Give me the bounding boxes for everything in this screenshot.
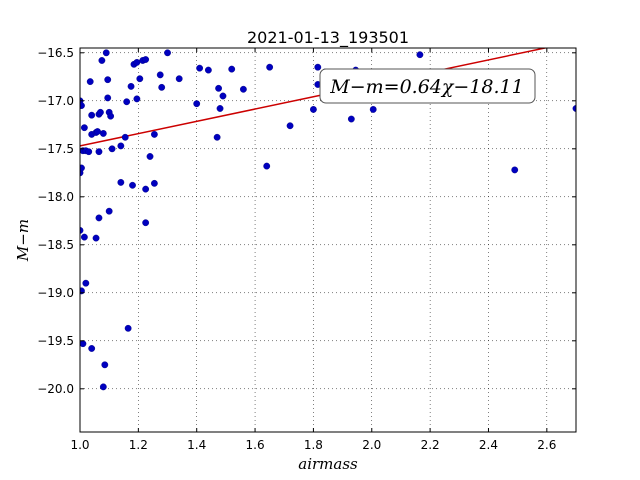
y-tick-label: −18.5 [37,238,74,252]
x-tick-label: 1.2 [129,438,148,452]
data-point [215,84,222,92]
data-point [127,83,135,90]
data-point [88,111,96,119]
data-point [239,85,247,93]
annotation-rhs: 0.64χ−18.11 [400,76,524,98]
data-point [216,105,224,112]
data-point [142,56,150,63]
x-tick-label: 1.0 [70,438,89,452]
data-point [117,142,125,150]
data-point [286,122,294,130]
y-tick-label: −18.0 [37,190,74,204]
data-point [146,153,154,160]
data-point [142,219,150,227]
data-point [204,66,212,74]
data-point [104,94,112,102]
data-point [104,76,112,84]
data-point [310,106,317,113]
data-point [95,214,103,222]
annotation-text: M−m=0.64χ−18.11 [329,76,523,98]
data-point [228,65,236,73]
data-point [219,92,227,100]
data-points [80,49,576,391]
data-point [85,148,93,156]
grid-lines [79,48,576,432]
data-point [142,185,150,193]
y-tick-label: −16.5 [37,46,74,60]
data-point [108,145,116,153]
y-tick-label: −20.0 [37,382,74,396]
data-point [80,102,85,109]
data-point [80,124,88,132]
x-tick-label: 2.2 [421,438,440,452]
x-tick-label: 2.4 [479,438,498,452]
axis-ticks [79,48,576,432]
data-point [136,75,144,83]
data-point [213,133,221,141]
y-tick-label: −17.0 [37,94,74,108]
data-point [123,98,131,106]
data-point [369,106,377,113]
y-tick-label: −19.5 [37,334,74,348]
data-point [95,148,103,156]
data-point [175,75,183,83]
data-point [80,340,87,348]
x-tick-label: 1.4 [187,438,206,452]
data-point [99,383,107,391]
plot-frame [79,47,577,433]
y-tick-label: −19.0 [37,286,74,300]
x-tick-label: 2.6 [537,438,556,452]
data-point [124,324,132,332]
y-tick-labels: −16.5 −17.0 −17.5 −18.0 −18.5 −19.0 −19.5 −20.0 [37,46,74,396]
data-point [92,234,100,242]
data-point [80,233,88,241]
data-point [88,345,96,352]
x-axis-label: airmass [298,455,358,473]
y-axis-label: M−m [14,219,32,262]
y-tick-label: −17.5 [37,142,74,156]
data-point [158,83,166,91]
annotation-box [319,68,536,104]
data-point [97,108,104,116]
data-point [133,95,141,103]
data-point [196,64,204,72]
data-point [314,63,322,71]
data-point [164,49,171,57]
data-point [511,166,519,174]
data-point [121,133,129,141]
x-tick-label: 2.0 [362,438,381,452]
data-point [86,78,94,86]
data-point [156,71,164,79]
data-point [150,130,158,138]
x-tick-labels: 1.0 1.2 1.4 1.6 1.8 2.0 2.2 2.4 2.6 [70,438,556,452]
annotation-eq: = [384,76,400,98]
data-point [263,162,271,170]
data-point [82,279,90,287]
data-point [94,128,101,135]
data-point [107,112,115,120]
data-point [150,179,158,187]
data-point [80,164,85,172]
x-tick-label: 1.6 [246,438,265,452]
data-point [98,57,106,64]
x-tick-label: 1.8 [304,438,323,452]
data-point [99,130,107,137]
data-point [347,115,355,123]
data-point [129,181,136,189]
data-point [105,207,113,215]
data-point [101,361,109,369]
data-point [133,59,141,66]
data-point [193,100,201,108]
data-point [266,63,274,71]
data-point [416,51,424,59]
data-point [117,178,125,186]
chart-title: 2021-01-13_193501 [247,28,409,48]
data-point [102,49,110,57]
annotation-lhs: M−m [329,76,383,98]
fit-equation-annotation: M−m=0.64χ−18.11 [319,68,536,104]
